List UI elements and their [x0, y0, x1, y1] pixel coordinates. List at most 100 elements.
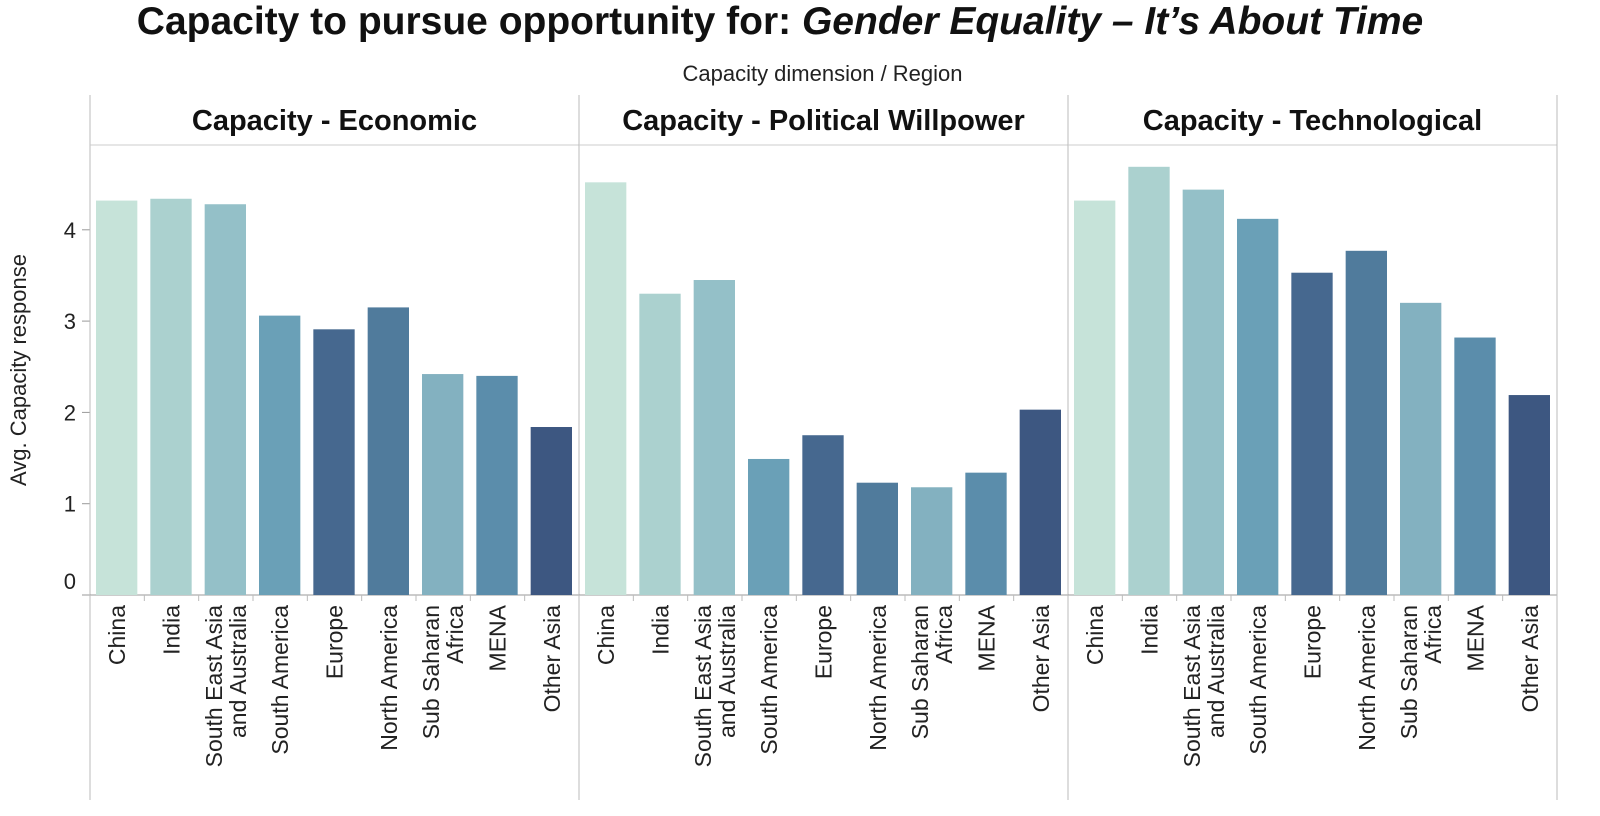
y-tick-label: 2: [64, 400, 76, 425]
title-italic-text: Gender Equality – It’s About Time: [801, 0, 1424, 43]
y-axis-label: Avg. Capacity response: [6, 254, 31, 486]
x-tick-label: South America: [1245, 605, 1271, 755]
bar-north-america: [367, 307, 409, 595]
bar-sub-saharan-africa: [911, 487, 953, 595]
x-tick-label: India: [159, 605, 185, 655]
bar-north-america: [856, 482, 898, 595]
x-tick-label-line: Sub Saharan: [907, 605, 933, 739]
bar-europe: [1291, 272, 1333, 595]
x-tick-label-line: Europe: [322, 605, 348, 679]
x-tick-label: North America: [376, 605, 402, 751]
x-tick-label: North America: [865, 605, 891, 751]
x-tick-label-line: South America: [1245, 605, 1271, 755]
column-header: Capacity dimension / Region: [682, 61, 963, 86]
x-tick-label: North America: [1354, 605, 1380, 751]
x-tick-label: Other Asia: [1028, 605, 1054, 713]
x-tick-label-line: North America: [865, 605, 891, 751]
x-tick-label-line: South America: [267, 605, 293, 755]
bar-south-east-asia-and-australia: [1182, 189, 1224, 596]
x-tick-label-line: Europe: [1300, 605, 1326, 679]
bar-south-east-asia-and-australia: [204, 204, 246, 595]
x-tick-label-line: South East Asia: [1179, 605, 1205, 768]
x-tick-label-line: China: [593, 605, 619, 665]
x-tick-label-line: North America: [1354, 605, 1380, 751]
x-tick-label-line: Sub Saharan: [1396, 605, 1422, 739]
bar-mena: [965, 472, 1007, 595]
panel-title: Capacity - Technological: [1143, 105, 1482, 137]
x-tick-label: Europe: [811, 605, 837, 679]
x-tick-label-line: South East Asia: [201, 605, 227, 768]
bar-europe: [802, 435, 844, 595]
x-tick-label: South America: [756, 605, 782, 755]
bar-south-east-asia-and-australia: [693, 280, 735, 595]
x-tick-label: Other Asia: [539, 605, 565, 713]
chart-title: Capacity to pursue opportunity for: Gend…: [0, 0, 1560, 44]
x-tick-label-line: China: [104, 605, 130, 665]
bar-other-asia: [1019, 409, 1061, 595]
x-tick-label-line: Europe: [811, 605, 837, 679]
bar-other-asia: [1508, 395, 1550, 595]
panel-title: Capacity - Political Willpower: [622, 105, 1025, 137]
x-tick-label: India: [1137, 605, 1163, 655]
x-tick-label-line: Africa: [1420, 605, 1446, 664]
x-tick-label-line: and Australia: [225, 605, 251, 738]
bar-other-asia: [530, 427, 572, 595]
x-tick-label-line: India: [1137, 605, 1163, 655]
y-tick-label: 0: [64, 569, 76, 594]
x-tick-label: MENA: [974, 604, 1000, 671]
x-tick-label: India: [648, 605, 674, 655]
x-tick-label-line: South America: [756, 605, 782, 755]
bar-sub-saharan-africa: [1400, 302, 1442, 595]
y-tick-label: 1: [64, 492, 76, 517]
x-tick-label-line: China: [1082, 605, 1108, 665]
x-tick-label-line: Africa: [442, 605, 468, 664]
bar-south-america: [259, 315, 301, 595]
x-tick-label: Other Asia: [1517, 605, 1543, 713]
x-tick-label: South East Asiaand Australia: [690, 605, 740, 768]
x-tick-label-line: and Australia: [714, 605, 740, 738]
x-tick-label: South East Asiaand Australia: [1179, 605, 1229, 768]
bar-sub-saharan-africa: [422, 374, 464, 595]
x-tick-label: South East Asiaand Australia: [201, 605, 251, 768]
x-tick-label: South America: [267, 605, 293, 755]
x-tick-label: Sub SaharanAfrica: [418, 605, 468, 739]
x-tick-label: Europe: [322, 605, 348, 679]
x-tick-label: China: [104, 605, 130, 665]
x-tick-label-line: Other Asia: [539, 605, 565, 713]
panel-title: Capacity - Economic: [192, 105, 477, 137]
x-tick-label-line: MENA: [1463, 604, 1489, 671]
bar-europe: [313, 329, 355, 595]
bar-north-america: [1345, 250, 1387, 595]
title-text: Capacity to pursue opportunity for:: [136, 0, 792, 43]
x-tick-label-line: India: [159, 605, 185, 655]
x-tick-label-line: India: [648, 605, 674, 655]
bar-south-america: [748, 458, 790, 595]
bar-south-america: [1237, 218, 1279, 595]
bar-mena: [476, 375, 518, 595]
bar-china: [96, 200, 138, 596]
bar-china: [1074, 200, 1116, 596]
bar-mena: [1454, 337, 1496, 595]
x-tick-label: MENA: [1463, 604, 1489, 671]
x-tick-label: MENA: [485, 604, 511, 671]
x-tick-label: China: [1082, 605, 1108, 665]
x-tick-label-line: North America: [376, 605, 402, 751]
x-tick-label: China: [593, 605, 619, 665]
x-tick-label-line: Africa: [931, 605, 957, 664]
x-tick-label-line: MENA: [485, 604, 511, 671]
x-tick-label: Sub SaharanAfrica: [1396, 605, 1446, 739]
x-tick-label-line: MENA: [974, 604, 1000, 671]
bar-india: [150, 198, 192, 595]
x-tick-label-line: Other Asia: [1517, 605, 1543, 713]
x-tick-label: Europe: [1300, 605, 1326, 679]
x-tick-label-line: and Australia: [1203, 605, 1229, 738]
bar-india: [1128, 166, 1170, 596]
x-tick-label-line: South East Asia: [690, 605, 716, 768]
y-tick-label: 3: [64, 309, 76, 334]
y-tick-label: 4: [64, 218, 76, 243]
bar-china: [585, 182, 627, 595]
x-tick-label-line: Sub Saharan: [418, 605, 444, 739]
bar-india: [639, 293, 681, 595]
x-tick-label-line: Other Asia: [1028, 605, 1054, 713]
